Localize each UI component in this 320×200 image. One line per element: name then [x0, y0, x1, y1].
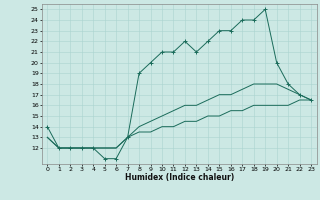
X-axis label: Humidex (Indice chaleur): Humidex (Indice chaleur) [124, 173, 234, 182]
